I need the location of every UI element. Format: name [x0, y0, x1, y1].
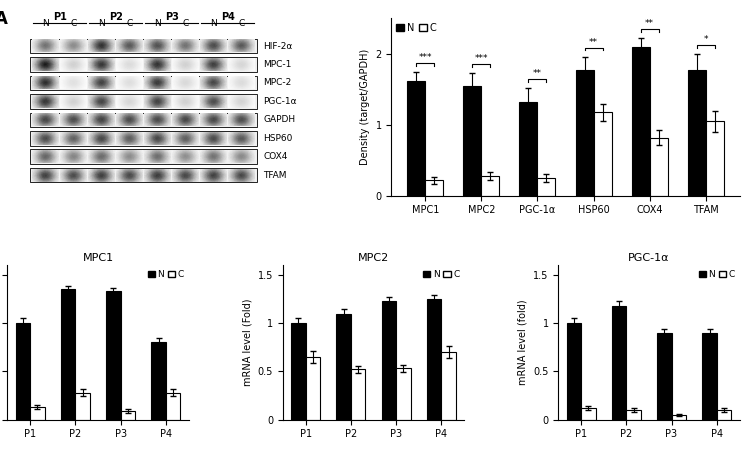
- Bar: [30, 76, 257, 90]
- Bar: [75, 392, 90, 420]
- Text: ***: ***: [418, 53, 432, 62]
- Text: N: N: [155, 19, 161, 28]
- Text: A: A: [0, 10, 8, 28]
- Bar: [61, 290, 75, 420]
- Bar: [425, 180, 443, 196]
- Text: HIF-2α: HIF-2α: [263, 41, 293, 51]
- Legend: N, C: N, C: [698, 270, 735, 279]
- Text: P1: P1: [53, 12, 66, 22]
- Text: COX4: COX4: [263, 152, 288, 161]
- Bar: [706, 121, 724, 196]
- Y-axis label: Density (target/GAPDH): Density (target/GAPDH): [360, 49, 370, 165]
- Text: TFAM: TFAM: [263, 171, 287, 180]
- Bar: [566, 323, 581, 420]
- Bar: [581, 408, 595, 420]
- Text: GAPDH: GAPDH: [263, 115, 295, 124]
- Title: PGC-1α: PGC-1α: [628, 253, 669, 263]
- Bar: [407, 81, 425, 196]
- Bar: [626, 410, 641, 420]
- Text: **: **: [645, 19, 654, 29]
- Text: N: N: [211, 19, 217, 28]
- Bar: [594, 112, 612, 196]
- Bar: [30, 168, 257, 183]
- Bar: [672, 415, 686, 420]
- Text: C: C: [238, 19, 245, 28]
- Bar: [427, 299, 441, 420]
- Bar: [16, 323, 30, 420]
- Title: MPC1: MPC1: [82, 253, 114, 263]
- Text: C: C: [182, 19, 189, 28]
- Bar: [30, 94, 257, 109]
- Text: P2: P2: [109, 12, 123, 22]
- Bar: [166, 392, 181, 420]
- Text: MPC-1: MPC-1: [263, 60, 291, 69]
- Bar: [481, 176, 499, 196]
- Bar: [336, 313, 351, 420]
- Bar: [650, 137, 668, 196]
- Bar: [519, 102, 537, 196]
- Text: P4: P4: [220, 12, 235, 22]
- Text: P3: P3: [165, 12, 179, 22]
- Bar: [632, 47, 650, 196]
- Bar: [30, 57, 257, 72]
- Y-axis label: mRNA level (fold): mRNA level (fold): [518, 300, 527, 385]
- Legend: N, C: N, C: [148, 270, 185, 279]
- Text: N: N: [43, 19, 49, 28]
- Bar: [291, 323, 306, 420]
- Bar: [30, 149, 257, 164]
- Bar: [351, 369, 365, 420]
- Bar: [121, 411, 135, 420]
- Bar: [152, 343, 166, 420]
- Bar: [702, 333, 717, 420]
- Bar: [657, 333, 672, 420]
- Bar: [688, 70, 706, 196]
- Bar: [463, 86, 481, 196]
- Bar: [441, 352, 456, 420]
- Bar: [30, 131, 257, 146]
- Legend: N, C: N, C: [397, 24, 437, 33]
- Text: ***: ***: [474, 54, 488, 63]
- Text: N: N: [99, 19, 105, 28]
- Bar: [396, 368, 411, 420]
- Bar: [537, 178, 556, 196]
- Legend: N, C: N, C: [423, 270, 459, 279]
- Text: PGC-1α: PGC-1α: [263, 97, 297, 106]
- Text: **: **: [533, 69, 542, 78]
- Text: *: *: [704, 35, 708, 44]
- Text: HSP60: HSP60: [263, 134, 293, 143]
- Y-axis label: mRNA level (Fold): mRNA level (Fold): [242, 299, 252, 386]
- Bar: [30, 39, 257, 53]
- Bar: [30, 112, 257, 127]
- Text: C: C: [126, 19, 133, 28]
- Bar: [612, 306, 626, 420]
- Text: MPC-2: MPC-2: [263, 78, 291, 88]
- Text: C: C: [70, 19, 77, 28]
- Bar: [717, 410, 731, 420]
- Title: MPC2: MPC2: [358, 253, 389, 263]
- Bar: [306, 357, 320, 420]
- Bar: [30, 407, 45, 420]
- Bar: [382, 301, 396, 420]
- Text: **: **: [589, 38, 598, 47]
- Bar: [106, 291, 121, 420]
- Bar: [576, 70, 594, 196]
